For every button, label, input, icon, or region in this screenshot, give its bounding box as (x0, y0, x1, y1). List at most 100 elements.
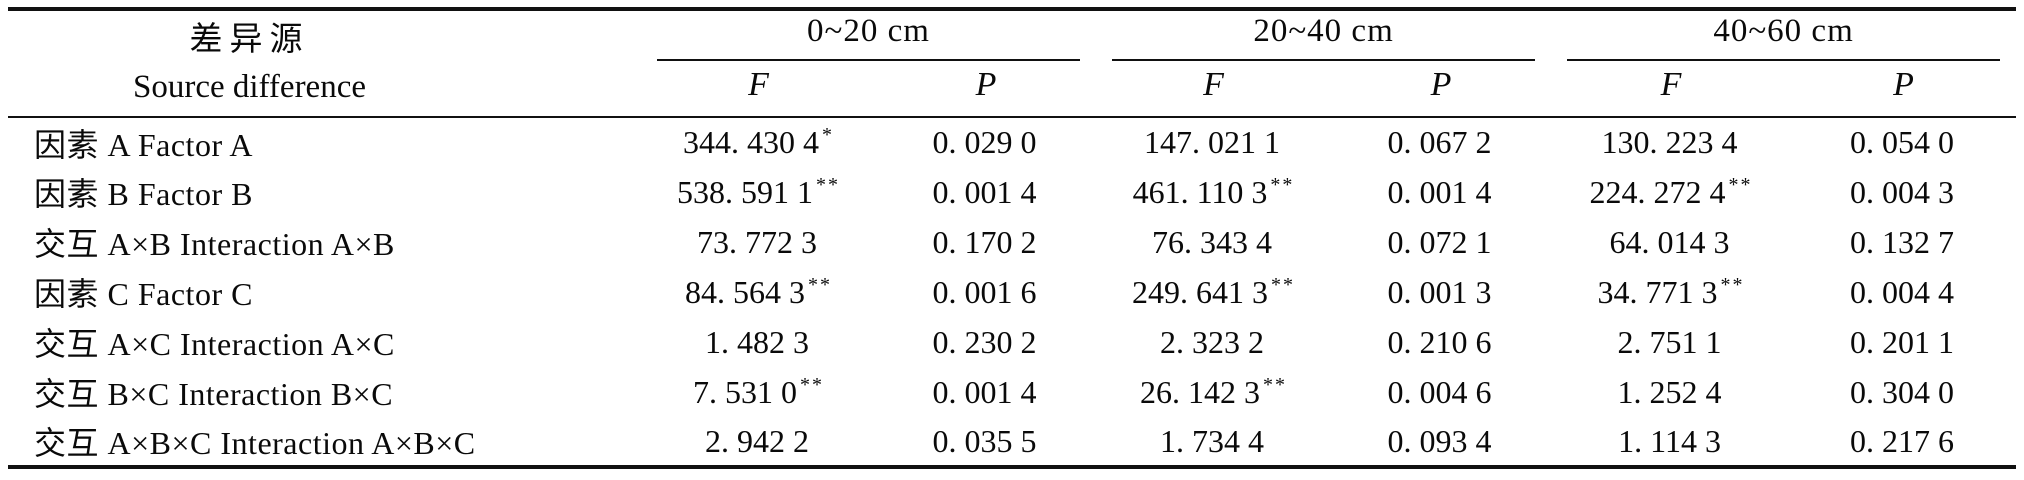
f-value-cell: 2. 942 2 (641, 417, 876, 467)
p-value: 0. 210 6 (1387, 323, 1492, 360)
significance-mark: ** (800, 373, 824, 396)
f-value-cell: 84. 564 3 ** (641, 267, 876, 317)
p-value: 0. 054 0 (1850, 124, 1955, 160)
f-value-cell: 26. 142 3 ** (1096, 367, 1331, 417)
f-value-cell: 344. 430 4 * (641, 117, 876, 167)
p-value-cell: 0. 035 5 (876, 417, 1096, 467)
f-column-header: F (641, 61, 876, 118)
depth-group-header-0-20: 0~20 cm (641, 9, 1096, 61)
p-value-cell: 0. 029 0 (876, 117, 1096, 167)
row-label: 交互 A×C Interaction A×C (34, 326, 395, 362)
f-value-cell: 64. 014 3 (1551, 217, 1791, 267)
table-row-interaction-axc: 交互 A×C Interaction A×C 1. 482 3 0. 230 2… (8, 317, 2016, 367)
f-value: 34. 771 3 (1597, 273, 1718, 310)
p-value-cell: 0. 217 6 (1791, 417, 2016, 467)
p-value: 0. 132 7 (1850, 223, 1955, 260)
f-value: 7. 531 0 (693, 373, 797, 410)
depth-group-header-20-40: 20~40 cm (1096, 9, 1551, 61)
table-row-factor-b: 因素 B Factor B 538. 591 1 ** 0. 001 4 461.… (8, 167, 2016, 217)
f-value: 249. 641 3 (1132, 273, 1269, 310)
f-column-header: F (1096, 61, 1332, 118)
f-value-cell: 461. 110 3 ** (1096, 167, 1331, 217)
p-value: 0. 004 3 (1850, 173, 1955, 210)
f-value-cell: 1. 734 4 (1096, 417, 1331, 467)
p-value: 0. 001 4 (1387, 173, 1492, 210)
row-label: 因素 A Factor A (34, 126, 253, 163)
f-value-cell: 130. 223 4 (1551, 117, 1791, 167)
p-value-cell: 0. 230 2 (876, 317, 1096, 367)
fp-subheader-row: F P F P F P (8, 61, 2017, 118)
row-label: 因素 C Factor C (34, 276, 253, 312)
row-label: 交互 A×B Interaction A×B (34, 226, 395, 262)
f-value: 2. 751 1 (1617, 323, 1722, 360)
p-value-cell: 0. 054 0 (1791, 117, 2016, 167)
p-value: 0. 201 1 (1850, 323, 1955, 360)
p-value-cell: 0. 093 4 (1331, 417, 1551, 467)
table-row-interaction-axb: 交互 A×B Interaction A×B 73. 772 3 0. 170 … (8, 217, 2016, 267)
significance-mark: ** (808, 273, 832, 296)
table-row-interaction-axbxc: 交互 A×B×C Interaction A×B×C 2. 942 2 0. 0… (8, 417, 2016, 467)
f-value: 538. 591 1 (677, 173, 813, 210)
f-value: 1. 252 4 (1617, 373, 1722, 410)
p-value-cell: 0. 067 2 (1331, 117, 1551, 167)
p-value: 0. 230 2 (932, 323, 1037, 360)
p-value: 0. 001 4 (932, 373, 1037, 410)
row-label: 因素 B Factor B (34, 176, 253, 212)
f-value: 64. 014 3 (1609, 223, 1730, 260)
f-value: 344. 430 4 (683, 124, 819, 160)
p-value-cell: 0. 004 4 (1791, 267, 2016, 317)
f-value: 76. 343 4 (1152, 223, 1273, 260)
significance-mark: * (822, 124, 834, 146)
p-value: 0. 004 4 (1850, 273, 1955, 310)
f-value-cell: 76. 343 4 (1096, 217, 1331, 267)
f-value: 26. 142 3 (1140, 373, 1261, 410)
f-value-cell: 1. 252 4 (1551, 367, 1791, 417)
depth-group-label: 40~60 cm (1713, 13, 1854, 49)
significance-mark: ** (816, 173, 840, 196)
p-column-header: P (1791, 61, 2017, 118)
f-value: 1. 114 3 (1618, 422, 1721, 459)
p-value-cell: 0. 072 1 (1331, 217, 1551, 267)
p-value: 0. 072 1 (1387, 223, 1492, 260)
p-value-cell: 0. 001 6 (876, 267, 1096, 317)
p-value-cell: 0. 132 7 (1791, 217, 2016, 267)
p-value: 0. 093 4 (1387, 422, 1492, 459)
row-label: 交互 A×B×C Interaction A×B×C (34, 425, 476, 461)
f-value-cell: 73. 772 3 (641, 217, 876, 267)
group-header-row: 差异源 Source difference 0~20 cm 20~40 cm 4… (8, 9, 2016, 118)
f-value-cell: 7. 531 0 ** (641, 367, 876, 417)
p-value: 0. 035 5 (932, 422, 1037, 459)
f-value-cell: 1. 482 3 (641, 317, 876, 367)
row-label: 交互 B×C Interaction B×C (34, 376, 394, 412)
p-value: 0. 304 0 (1850, 373, 1955, 410)
p-value-cell: 0. 210 6 (1331, 317, 1551, 367)
depth-group-label: 20~40 cm (1253, 13, 1394, 49)
significance-mark: ** (1271, 273, 1296, 296)
f-value: 84. 564 3 (685, 273, 805, 310)
f-value-cell: 34. 771 3 ** (1551, 267, 1791, 317)
table-row-interaction-bxc: 交互 B×C Interaction B×C 7. 531 0 ** 0. 001… (8, 367, 2016, 417)
p-value: 0. 001 3 (1387, 273, 1492, 310)
p-value: 0. 029 0 (932, 124, 1037, 160)
p-value-cell: 0. 004 3 (1791, 167, 2016, 217)
spanner-rule (1112, 59, 1536, 61)
f-value-cell: 224. 272 4 ** (1551, 167, 1791, 217)
f-value: 1. 734 4 (1160, 422, 1265, 459)
p-value-cell: 0. 004 6 (1331, 367, 1551, 417)
spanner-rule (1567, 59, 2001, 61)
source-difference-header: 差异源 Source difference (8, 9, 641, 118)
p-value-cell: 0. 170 2 (876, 217, 1096, 267)
significance-mark: ** (1720, 273, 1745, 296)
p-value: 0. 001 6 (932, 273, 1037, 310)
f-value-cell: 249. 641 3 ** (1096, 267, 1331, 317)
f-value: 73. 772 3 (697, 223, 817, 260)
f-value-cell: 2. 751 1 (1551, 317, 1791, 367)
p-value-cell: 0. 001 3 (1331, 267, 1551, 317)
p-value: 0. 170 2 (932, 223, 1037, 260)
f-value-cell: 2. 323 2 (1096, 317, 1331, 367)
f-column-header: F (1551, 61, 1792, 118)
source-difference-header-en: Source difference (132, 68, 366, 105)
p-column-header: P (1331, 61, 1552, 118)
p-value-cell: 0. 001 4 (876, 367, 1096, 417)
table-row-factor-c: 因素 C Factor C 84. 564 3 ** 0. 001 6 249. … (8, 267, 2016, 317)
